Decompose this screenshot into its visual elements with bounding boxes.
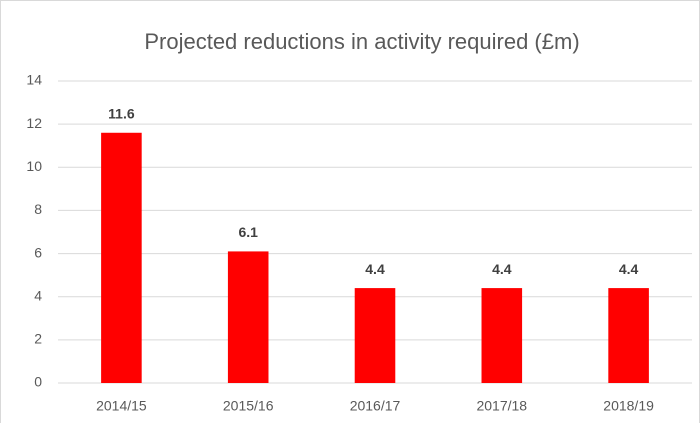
y-tick-label: 2 <box>34 331 42 347</box>
data-label: 11.6 <box>108 105 135 121</box>
x-tick-label: 2016/17 <box>350 398 401 414</box>
x-tick-label: 2015/16 <box>223 398 274 414</box>
y-tick-label: 12 <box>26 115 42 131</box>
y-tick-label: 0 <box>34 374 42 390</box>
data-label: 4.4 <box>619 261 639 277</box>
data-label: 4.4 <box>365 261 385 277</box>
data-label: 6.1 <box>238 224 258 240</box>
x-tick-label: 2017/18 <box>476 398 527 414</box>
y-tick-label: 10 <box>26 158 42 174</box>
y-tick-label: 8 <box>34 201 42 217</box>
bar <box>481 288 523 383</box>
y-tick-label: 14 <box>26 72 42 88</box>
data-label: 4.4 <box>492 261 512 277</box>
x-tick-label: 2018/19 <box>603 398 654 414</box>
y-tick-label: 6 <box>34 244 42 260</box>
chart-title: Projected reductions in activity require… <box>144 29 579 54</box>
bar <box>101 132 142 383</box>
bar <box>608 288 649 383</box>
bar <box>227 251 269 383</box>
x-tick-label: 2014/15 <box>96 398 147 414</box>
bar <box>354 288 396 383</box>
y-tick-label: 4 <box>34 287 42 303</box>
